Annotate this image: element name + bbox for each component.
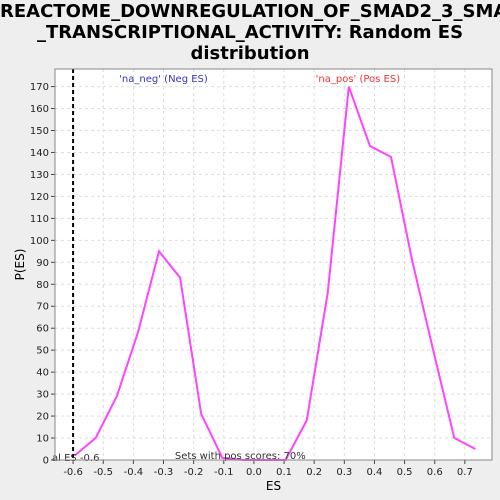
x-tick-label: 0.1: [276, 467, 292, 478]
plot-area: [55, 69, 492, 460]
pos-es-label: 'na_pos' (Pos ES): [316, 74, 401, 85]
y-tick-label: 140: [30, 148, 49, 159]
x-tick-label: 0.2: [306, 467, 322, 478]
y-tick-label: 20: [36, 412, 49, 423]
neg-es-label: 'na_neg' (Neg ES): [119, 74, 208, 85]
x-tick-label: 0.5: [397, 467, 413, 478]
y-tick-label: 80: [36, 280, 49, 291]
y-tick-label: 160: [30, 104, 49, 115]
y-axis-title: P(ES): [13, 249, 27, 281]
y-tick-label: 0: [43, 456, 49, 467]
x-tick-label: -0.3: [154, 467, 174, 478]
x-tick-label: -0.6: [63, 467, 83, 478]
y-tick-label: 70: [36, 302, 49, 313]
x-tick-label: 0.3: [336, 467, 352, 478]
y-tick-label: 110: [30, 214, 49, 225]
x-axis-title: ES: [266, 479, 281, 493]
x-axis: -0.6 -0.5 -0.4 -0.3 -0.2 -0.1 0.0 0.1 0.2 0.3 0.4 0…: [63, 460, 473, 478]
x-tick-label: -0.2: [184, 467, 204, 478]
y-tick-label: 60: [36, 324, 49, 335]
x-tick-label: -0.5: [93, 467, 113, 478]
y-tick-label: 150: [30, 126, 49, 137]
x-tick-label: 0.0: [246, 467, 262, 478]
y-tick-label: 50: [36, 346, 49, 357]
y-tick-label: 130: [30, 170, 49, 181]
y-axis: 0 10 20 30 40 50 60 70 80 90 100 110 120 130 140 150 160…: [30, 82, 55, 466]
y-tick-label: 120: [30, 192, 49, 203]
y-tick-label: 40: [36, 368, 49, 379]
y-tick-label: 30: [36, 390, 49, 401]
y-tick-label: 10: [36, 434, 49, 445]
y-tick-label: 170: [30, 82, 49, 93]
x-tick-label: -0.1: [214, 467, 234, 478]
x-tick-label: 0.6: [427, 467, 443, 478]
x-tick-label: 0.4: [367, 467, 383, 478]
actual-es-label: al ES -0.6: [52, 453, 99, 464]
y-tick-label: 90: [36, 258, 49, 269]
y-tick-label: 100: [30, 236, 49, 247]
x-tick-label: -0.4: [124, 467, 144, 478]
x-tick-label: 0.7: [457, 467, 473, 478]
